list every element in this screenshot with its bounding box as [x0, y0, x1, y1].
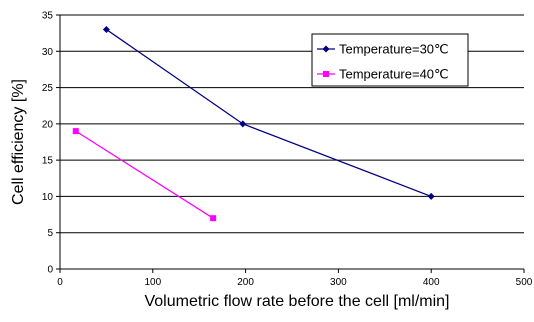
legend-diamond-marker [322, 45, 330, 53]
x-tick-label-0: 0 [57, 277, 63, 288]
y-tick-label-5: 5 [47, 228, 53, 239]
y-tick-label-0: 0 [47, 265, 53, 276]
y-tick-label-10: 10 [42, 192, 54, 203]
series-0-point-1 [239, 120, 247, 128]
x-tick-label-400: 400 [423, 277, 440, 288]
y-axis-ticks: 0 5 10 15 20 25 30 35 [42, 11, 60, 276]
legend-entry-30c: Temperature=30℃ [317, 42, 449, 57]
legend: Temperature=30℃ Temperature=40℃ [311, 33, 469, 87]
series-0-point-0 [102, 26, 110, 34]
legend-box [311, 33, 469, 87]
axes [59, 15, 524, 270]
legend-square-marker [323, 71, 329, 77]
x-axis-ticks: 0 100 200 300 400 500 [57, 269, 533, 288]
legend-label-30c: Temperature=30℃ [339, 42, 449, 57]
legend-entry-40c: Temperature=40℃ [317, 67, 449, 82]
y-axis-title: Cell efficiency [%] [10, 79, 27, 205]
series-line-1 [75, 130, 214, 219]
x-axis-title: Volumetric flow rate before the cell [ml… [144, 293, 449, 310]
series-1-point-1 [210, 215, 217, 222]
y-tick-label-25: 25 [42, 83, 54, 94]
series-1-point-0 [72, 128, 79, 135]
series-0-point-2 [427, 192, 435, 200]
x-tick-label-500: 500 [516, 277, 533, 288]
series-layer [72, 26, 435, 222]
x-tick-label-100: 100 [144, 277, 161, 288]
y-tick-label-30: 30 [42, 47, 54, 58]
legend-label-40c: Temperature=40℃ [339, 67, 449, 82]
y-tick-label-15: 15 [42, 156, 54, 167]
x-tick-label-300: 300 [330, 277, 347, 288]
y-tick-label-35: 35 [42, 11, 54, 22]
x-tick-label-200: 200 [237, 277, 254, 288]
y-tick-label-20: 20 [42, 119, 54, 130]
